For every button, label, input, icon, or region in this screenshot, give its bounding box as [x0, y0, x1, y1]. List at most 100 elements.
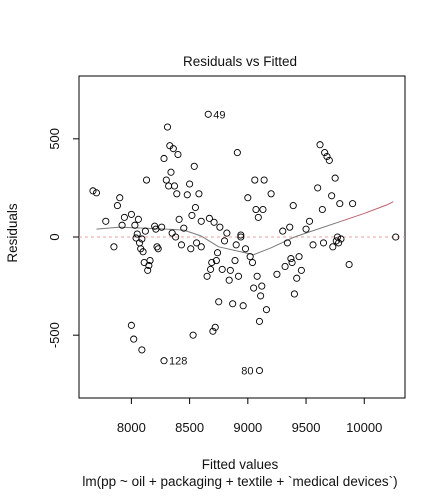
data-point: [131, 221, 139, 229]
smooth-segment: [253, 247, 272, 256]
points-layer: [89, 123, 400, 354]
data-point: [234, 272, 243, 280]
data-point: [232, 241, 240, 249]
outlier-point: [204, 110, 212, 118]
data-point: [195, 190, 203, 198]
data-point: [146, 257, 154, 265]
data-point: [241, 245, 250, 253]
data-point: [141, 227, 149, 235]
data-point: [162, 176, 170, 184]
data-point: [286, 223, 294, 231]
data-point: [92, 189, 101, 197]
data-point: [153, 243, 161, 251]
data-point: [127, 321, 135, 329]
data-point: [213, 249, 222, 257]
y-tick-label: 0: [47, 233, 62, 240]
data-point: [175, 215, 183, 223]
smooth-segment: [270, 236, 295, 249]
data-point: [283, 239, 291, 247]
data-point: [323, 152, 331, 161]
x-axis-label: Fitted values: [202, 457, 279, 472]
data-point: [345, 260, 353, 269]
x-tick-label: 8000: [117, 420, 146, 435]
data-point: [89, 187, 97, 195]
chart-title: Residuals vs Fitted: [183, 54, 297, 69]
data-point: [328, 192, 336, 200]
data-point: [252, 205, 260, 214]
smooth-segment: [364, 204, 388, 214]
data-point: [191, 203, 199, 212]
data-point: [190, 162, 198, 170]
data-point: [183, 191, 191, 199]
outlier-label: 80: [241, 366, 253, 378]
y-tick-label: 500: [47, 128, 62, 150]
data-point: [336, 200, 344, 208]
data-point: [231, 257, 239, 265]
data-point: [392, 233, 400, 241]
data-point: [293, 274, 301, 282]
data-point: [337, 235, 345, 243]
data-point: [203, 272, 211, 280]
data-point: [314, 184, 322, 192]
data-point: [130, 335, 138, 343]
data-point: [332, 237, 340, 245]
smooth-curve: [96, 201, 394, 256]
data-point: [329, 243, 337, 251]
outlier-labels: 49 128 80: [160, 109, 264, 378]
data-point: [144, 266, 152, 274]
data-point: [225, 276, 233, 284]
data-point: [297, 266, 305, 274]
data-point: [254, 213, 262, 221]
data-point: [110, 243, 118, 251]
data-point: [279, 227, 287, 235]
smooth-segment: [218, 246, 237, 252]
data-point: [140, 258, 148, 267]
data-point: [229, 300, 237, 308]
data-point: [133, 230, 141, 238]
data-point: [180, 224, 188, 232]
data-point: [319, 239, 328, 247]
smooth-segment: [387, 201, 394, 206]
data-point: [189, 331, 197, 339]
data-point: [172, 233, 180, 241]
outlier-point: [255, 366, 264, 375]
y-tick-label: -500: [47, 322, 62, 348]
data-point: [160, 154, 168, 163]
data-point: [167, 168, 175, 176]
smooth-segment: [200, 235, 219, 248]
smooth-segment: [119, 226, 144, 229]
data-point: [210, 218, 218, 226]
x-tick-label: 10000: [346, 420, 382, 435]
data-point: [253, 272, 261, 280]
outlier-label: 49: [213, 109, 225, 121]
outlier-point: [160, 357, 168, 365]
data-point: [165, 182, 173, 190]
data-point: [127, 210, 135, 218]
data-point: [163, 123, 172, 131]
data-point: [251, 176, 259, 184]
data-point: [305, 217, 314, 225]
data-point: [134, 215, 142, 223]
data-point: [233, 149, 241, 157]
data-point: [173, 190, 181, 198]
data-point: [169, 145, 177, 153]
data-point: [237, 231, 245, 239]
data-point: [205, 214, 213, 222]
data-point: [216, 223, 224, 231]
data-point: [177, 241, 186, 249]
data-point: [273, 270, 281, 278]
data-point: [138, 235, 146, 243]
smooth-segment: [183, 229, 202, 237]
data-point: [211, 323, 219, 331]
data-point: [288, 258, 296, 267]
data-point: [309, 241, 317, 249]
data-point: [239, 302, 247, 310]
data-point: [290, 290, 298, 298]
data-point: [145, 261, 153, 270]
data-point: [174, 150, 182, 159]
smooth-segment: [294, 228, 318, 238]
data-point: [138, 346, 146, 354]
data-point: [318, 205, 326, 214]
data-point: [170, 182, 179, 190]
